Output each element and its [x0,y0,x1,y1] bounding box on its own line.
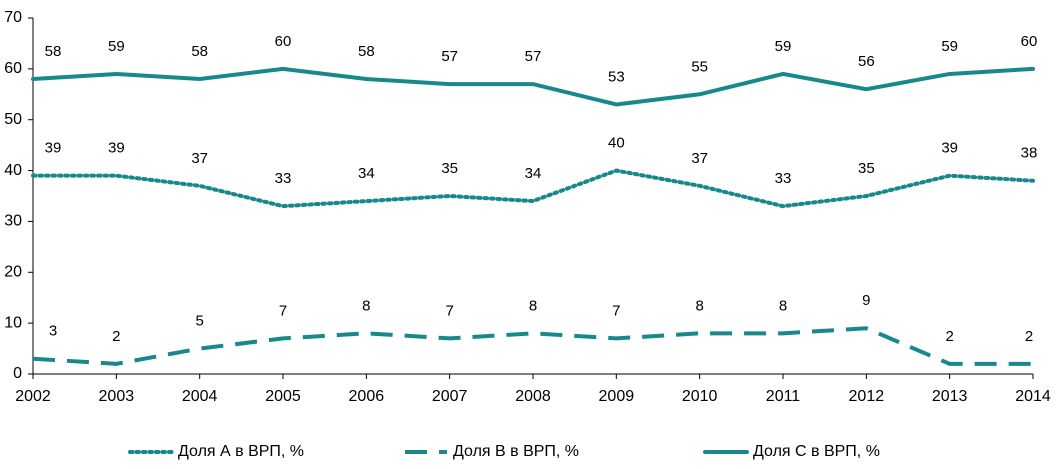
data-label: 5 [195,313,203,330]
x-tick-label: 2010 [682,388,718,405]
data-label: 58 [358,43,375,60]
data-label: 40 [608,135,625,152]
data-label: 8 [695,297,703,314]
data-label: 7 [445,302,453,319]
y-tick-label: 20 [4,264,22,281]
data-label: 39 [45,140,62,157]
x-tick-label: 2002 [15,388,51,405]
data-label: 59 [775,38,792,55]
x-tick-label: 2007 [432,388,468,405]
data-label: 8 [779,297,787,314]
data-label: 60 [275,33,292,50]
data-label: 39 [941,140,958,157]
data-label: 59 [108,38,125,55]
data-label: 2 [1025,328,1033,345]
data-label: 59 [941,38,958,55]
x-tick-label: 2012 [849,388,885,405]
data-label: 60 [1021,33,1038,50]
data-label: 7 [612,302,620,319]
y-tick-label: 50 [4,111,22,128]
x-tick-label: 2006 [349,388,385,405]
y-tick-label: 30 [4,213,22,230]
legend-label: Доля В в ВРП, % [453,443,579,460]
series-line [32,326,1033,366]
x-tick-label: 2003 [99,388,135,405]
x-tick-label: 2014 [1015,388,1051,405]
data-label: 7 [279,302,287,319]
data-label: 37 [691,150,708,167]
data-label: 3 [49,323,57,340]
data-label: 57 [441,48,458,65]
data-label: 2 [112,328,120,345]
data-label: 55 [691,58,708,75]
data-label: 33 [775,170,792,187]
data-label: 33 [275,170,292,187]
data-label: 53 [608,68,625,85]
legend-label: Доля А в ВРП, % [178,443,304,460]
y-tick-label: 10 [4,314,22,331]
y-tick-label: 0 [13,365,22,382]
x-tick-label: 2004 [182,388,218,405]
legend-label: Доля С в ВРП, % [753,443,880,460]
y-tick-label: 40 [4,162,22,179]
series-line [31,66,1035,107]
y-tick-label: 60 [4,60,22,77]
x-tick-label: 2011 [766,388,801,405]
x-tick-label: 2009 [599,388,635,405]
data-label: 35 [858,160,875,177]
data-label: 58 [45,43,62,60]
data-label: 57 [525,48,542,65]
data-label: 58 [191,43,208,60]
series-line [31,168,1035,209]
x-tick-label: 2008 [515,388,551,405]
data-label: 2 [945,328,953,345]
data-label: 56 [858,53,875,70]
data-label: 34 [525,165,542,182]
data-label: 38 [1021,145,1038,162]
data-label: 8 [362,297,370,314]
data-label: 9 [862,292,870,309]
x-tick-label: 2005 [265,388,301,405]
data-label: 35 [441,160,458,177]
data-label: 39 [108,140,125,157]
data-label: 8 [529,297,537,314]
x-tick-label: 2013 [932,388,968,405]
y-tick-label: 70 [4,9,22,26]
data-label: 34 [358,165,375,182]
data-label: 37 [191,150,208,167]
